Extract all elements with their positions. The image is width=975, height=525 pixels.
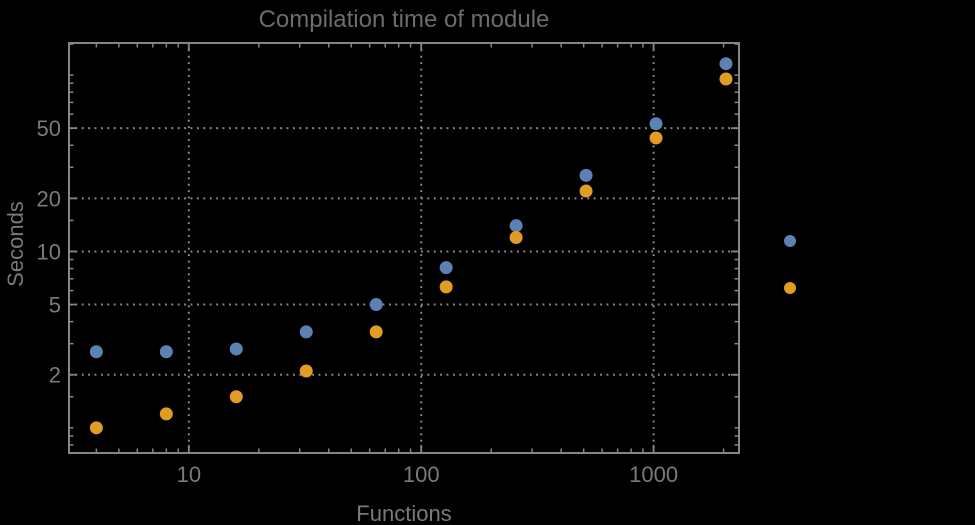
y-tick-label: 10 xyxy=(37,239,61,264)
x-axis-label: Functions xyxy=(356,501,452,525)
chart-title: Compilation time of module xyxy=(258,6,550,33)
data-point-series-1 xyxy=(299,325,313,339)
data-point-series-2 xyxy=(299,364,313,378)
y-tick-label: 5 xyxy=(49,293,61,318)
legend-marker-2 xyxy=(784,282,796,294)
data-point-series-2 xyxy=(89,421,103,435)
data-point-series-1 xyxy=(369,298,383,312)
data-point-series-2 xyxy=(159,407,173,421)
data-point-series-1 xyxy=(439,261,453,275)
data-point-series-1 xyxy=(649,117,663,131)
data-point-series-1 xyxy=(89,345,103,359)
data-point-series-1 xyxy=(579,168,593,182)
y-axis-label: Seconds xyxy=(3,201,28,287)
data-point-series-2 xyxy=(439,280,453,294)
y-tick-label: 50 xyxy=(37,116,61,141)
y-tick-label: 2 xyxy=(49,363,61,388)
x-tick-label: 1000 xyxy=(629,462,678,487)
data-point-series-1 xyxy=(719,57,733,71)
data-point-series-2 xyxy=(369,325,383,339)
data-point-series-2 xyxy=(719,72,733,86)
data-point-series-2 xyxy=(649,131,663,145)
data-point-series-2 xyxy=(229,390,243,404)
y-tick-label: 20 xyxy=(37,186,61,211)
plot-frame xyxy=(68,42,740,454)
data-point-series-2 xyxy=(509,230,523,244)
data-point-series-1 xyxy=(229,342,243,356)
data-point-series-1 xyxy=(509,219,523,233)
data-point-series-1 xyxy=(159,345,173,359)
data-point-series-2 xyxy=(579,184,593,198)
legend-marker-1 xyxy=(784,235,796,247)
x-tick-label: 100 xyxy=(403,462,440,487)
x-tick-label: 10 xyxy=(177,462,201,487)
